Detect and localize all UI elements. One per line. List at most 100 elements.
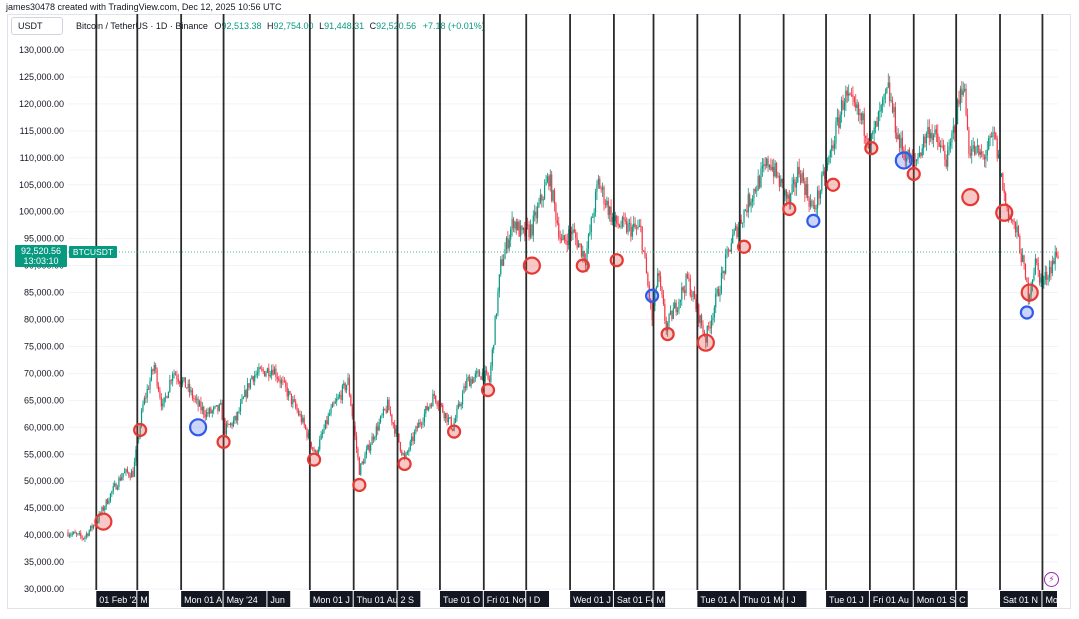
candle-body bbox=[1034, 258, 1036, 274]
candle-body bbox=[815, 208, 817, 210]
candle-body bbox=[245, 390, 247, 398]
candle-body bbox=[1047, 277, 1049, 280]
candle-body bbox=[593, 212, 595, 218]
candle-body bbox=[800, 174, 802, 183]
x-tick-label: Mon 01 J bbox=[313, 595, 350, 605]
candle-body bbox=[329, 413, 331, 416]
candle-body bbox=[1020, 253, 1022, 263]
candle-body bbox=[235, 415, 237, 421]
candle-body bbox=[737, 227, 739, 238]
candle-body bbox=[682, 287, 684, 291]
candle-body bbox=[651, 303, 653, 321]
y-tick-label: 95,000.00 bbox=[24, 234, 64, 244]
candle-body bbox=[839, 114, 841, 128]
candle-body bbox=[539, 194, 541, 203]
candle-body bbox=[1043, 279, 1045, 286]
candle-body bbox=[413, 432, 416, 441]
candle-body bbox=[220, 403, 222, 405]
currency-selector[interactable]: USDT bbox=[11, 17, 63, 35]
candle-body bbox=[734, 225, 737, 230]
candle-body bbox=[1037, 263, 1039, 271]
candle-body bbox=[84, 536, 86, 540]
marker-circle-red bbox=[352, 477, 367, 493]
candle-body bbox=[97, 521, 99, 523]
x-tick-label: Fri 01 Nov '24 bbox=[487, 595, 543, 605]
candle-body bbox=[937, 133, 939, 143]
candle-body bbox=[777, 175, 779, 177]
candle-body bbox=[170, 380, 172, 381]
x-tick-label-background bbox=[181, 591, 223, 607]
candle-body bbox=[303, 417, 305, 426]
candle-body bbox=[1057, 255, 1059, 259]
y-tick-label: 130,000.00 bbox=[19, 45, 64, 55]
candle-body bbox=[406, 451, 409, 453]
candle-body bbox=[976, 145, 978, 147]
candle-body bbox=[221, 403, 223, 421]
candle-body bbox=[981, 151, 983, 155]
candle-body bbox=[399, 442, 401, 451]
candle-body bbox=[658, 273, 660, 277]
candle-body bbox=[659, 276, 662, 287]
candle-body bbox=[848, 93, 850, 96]
candle-body bbox=[1046, 271, 1048, 280]
candle-body bbox=[876, 121, 878, 127]
x-tick-label-background bbox=[483, 591, 526, 607]
lightning-icon[interactable]: ⚡ bbox=[1044, 572, 1059, 587]
candle-body bbox=[266, 368, 269, 373]
candle-body bbox=[702, 325, 704, 333]
candle-body bbox=[405, 452, 407, 458]
candle-body bbox=[271, 369, 273, 376]
candle-body bbox=[640, 225, 642, 227]
x-tick-label: Tue 01 A bbox=[700, 595, 736, 605]
candle-body bbox=[900, 137, 902, 148]
candle-body bbox=[860, 113, 863, 121]
marker-circle-red bbox=[133, 422, 148, 438]
candle-body bbox=[265, 372, 267, 377]
candle-body bbox=[576, 237, 578, 248]
candle-body bbox=[334, 401, 336, 404]
candle-body bbox=[634, 223, 636, 228]
candle-body bbox=[961, 88, 963, 95]
candle-body bbox=[445, 413, 447, 419]
symbol-description[interactable]: Bitcoin / TetherUS · 1D · Binance bbox=[76, 21, 208, 31]
candle-body bbox=[77, 533, 79, 535]
candle-body bbox=[119, 477, 121, 481]
candle-body bbox=[678, 301, 680, 310]
candle-body bbox=[295, 401, 297, 408]
candle-body bbox=[184, 377, 186, 388]
candle-body bbox=[1054, 252, 1056, 264]
candle-body bbox=[213, 407, 215, 411]
candle-body bbox=[887, 82, 889, 88]
candle-body bbox=[166, 396, 168, 399]
x-tick-label: C bbox=[959, 595, 966, 605]
candle-body bbox=[586, 248, 588, 266]
candle-body bbox=[372, 436, 375, 440]
candle-body bbox=[129, 475, 131, 478]
candle-body bbox=[971, 148, 973, 156]
candle-body bbox=[973, 145, 976, 155]
candle-body bbox=[610, 206, 612, 222]
candle-body bbox=[411, 436, 413, 442]
candle-body bbox=[897, 135, 899, 140]
low-value: 91,448.31 bbox=[324, 21, 365, 31]
candle-body bbox=[983, 156, 986, 160]
candle-body bbox=[232, 420, 235, 427]
candle-body bbox=[985, 155, 987, 160]
candle-body bbox=[1027, 282, 1029, 302]
candle-body bbox=[105, 499, 107, 507]
candle-body bbox=[160, 397, 162, 407]
candle-body bbox=[123, 471, 126, 474]
candle-body bbox=[273, 368, 276, 375]
candle-body bbox=[676, 309, 679, 313]
candle-body bbox=[773, 167, 775, 177]
candle-body bbox=[594, 191, 597, 213]
candle-body bbox=[959, 88, 962, 105]
candle-body bbox=[941, 145, 943, 147]
marker-circle-red bbox=[736, 239, 752, 254]
candle-body bbox=[628, 223, 631, 224]
candle-body bbox=[519, 225, 522, 237]
candle-body bbox=[355, 435, 358, 449]
candle-body bbox=[828, 156, 830, 163]
candle-body bbox=[647, 273, 649, 286]
